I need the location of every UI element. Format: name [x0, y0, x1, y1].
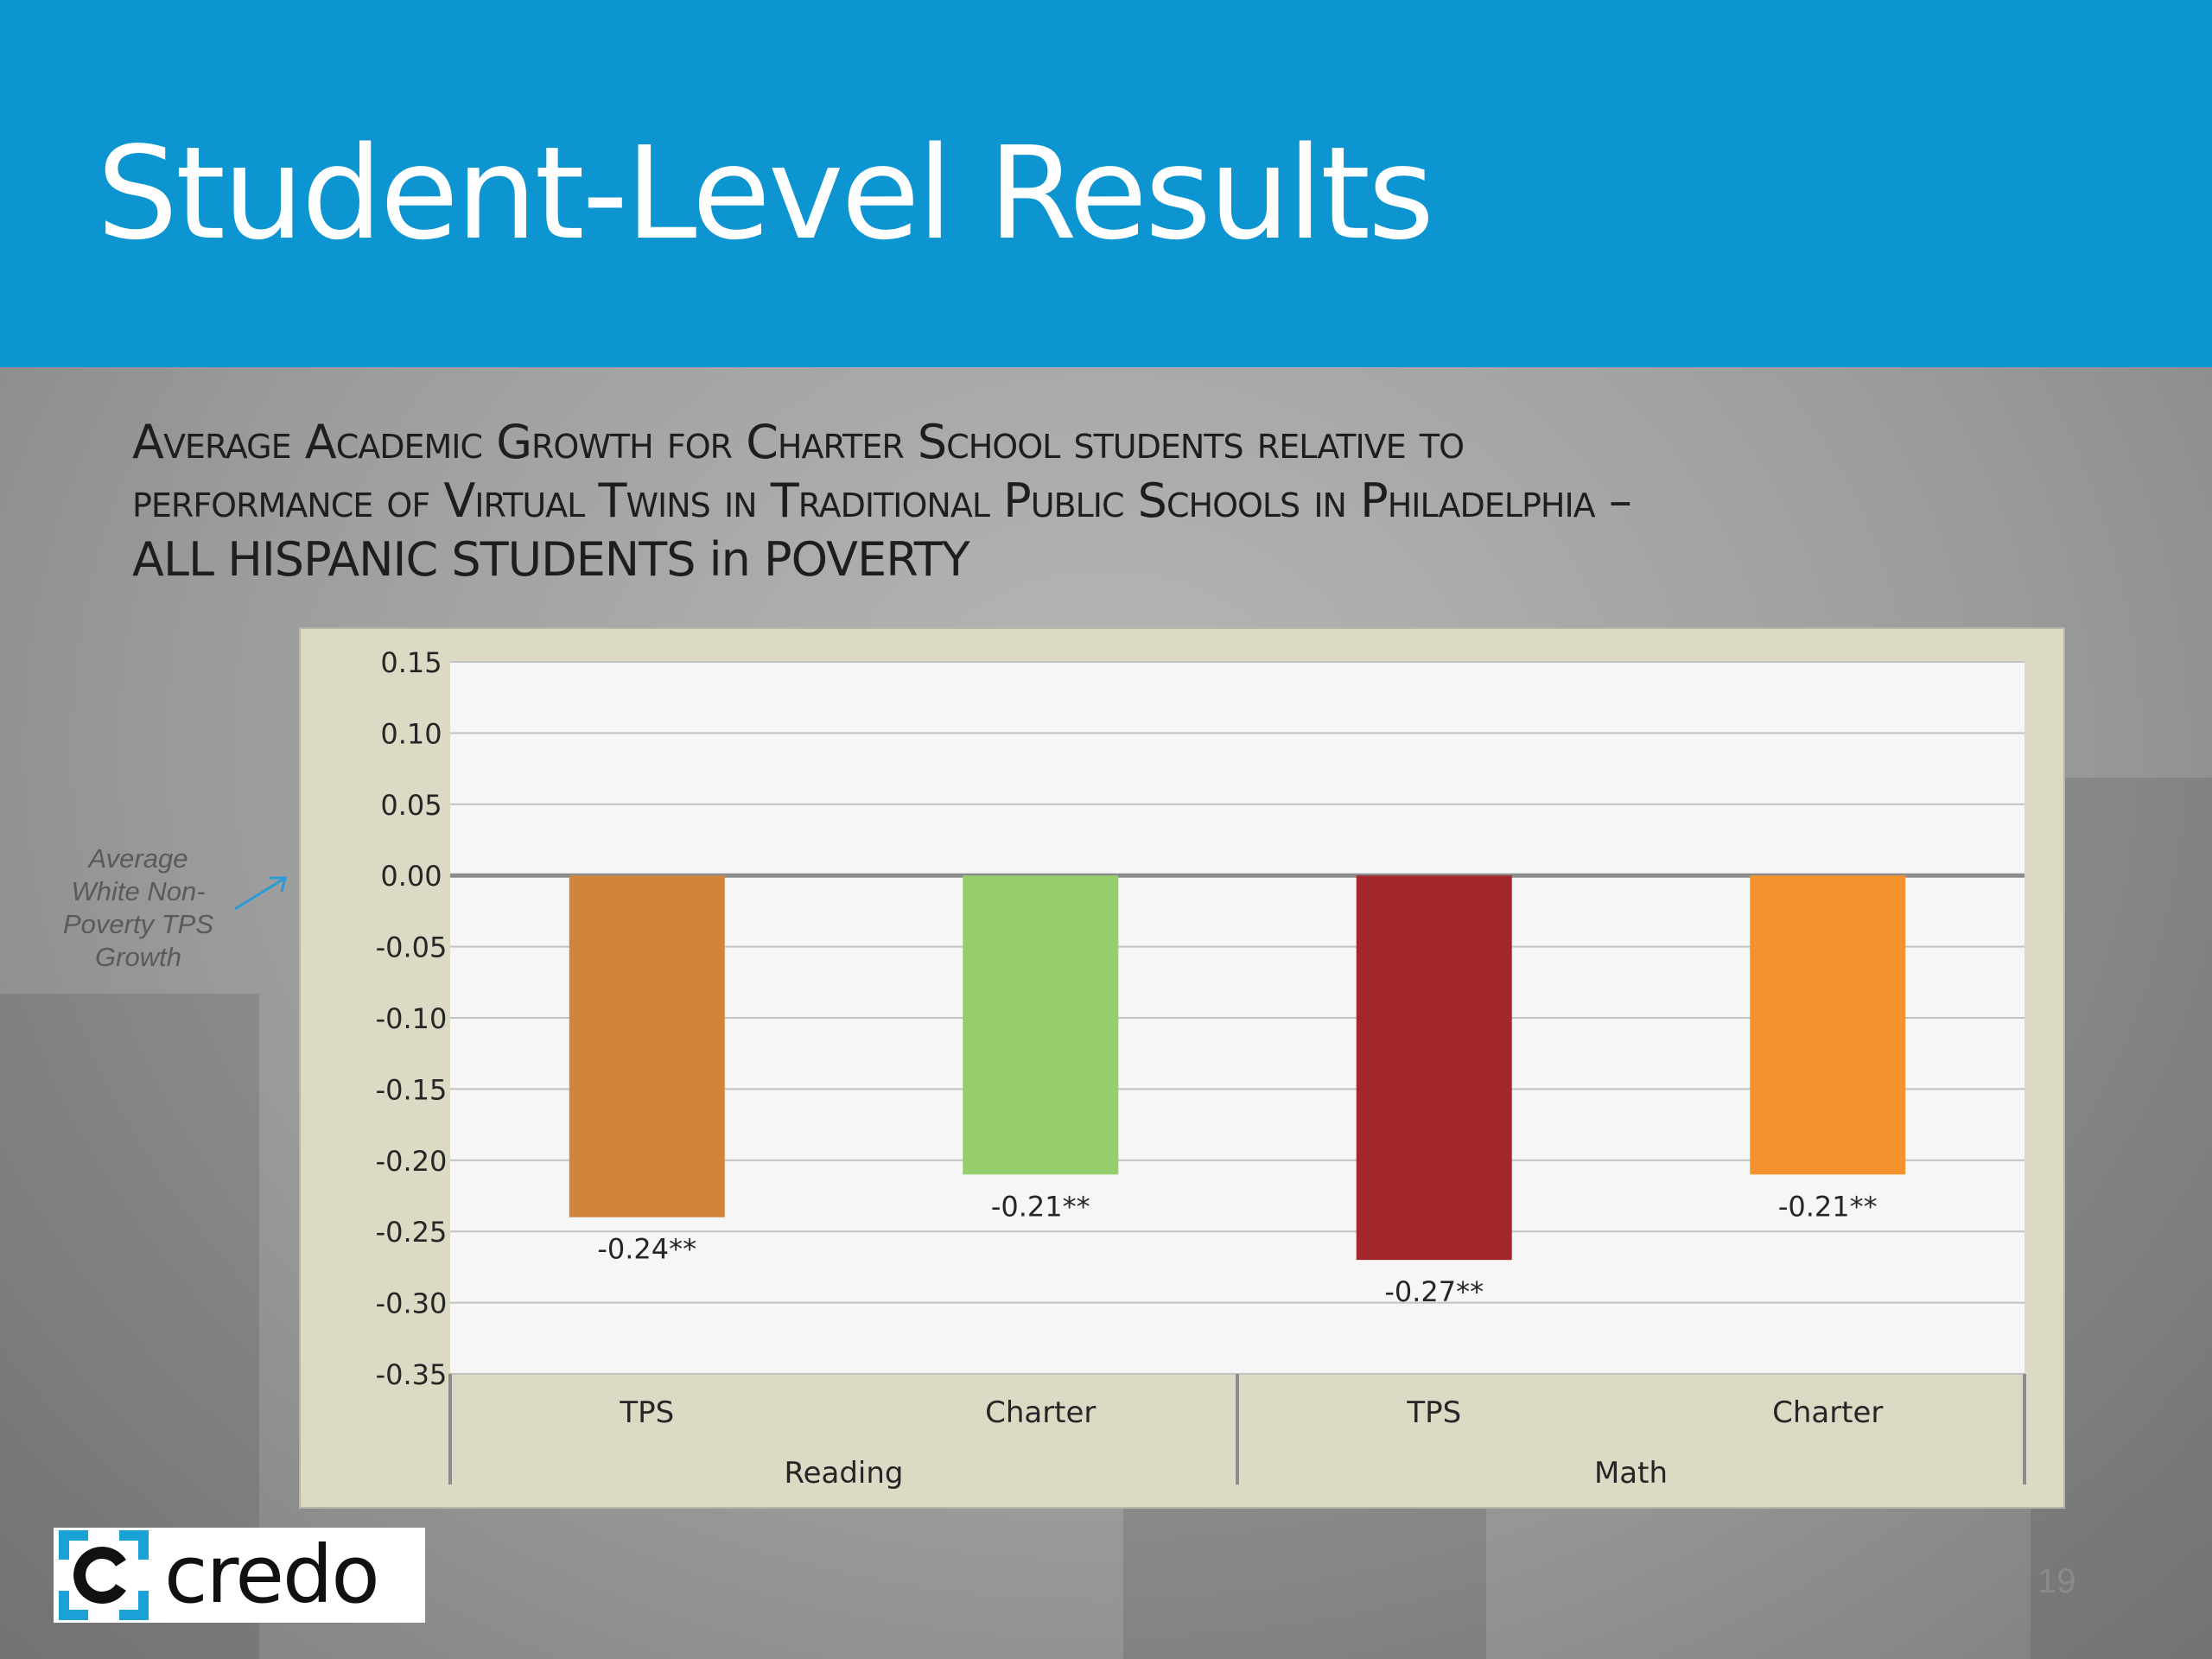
subtitle-line-1: Average Academic Growth for Charter Scho…	[132, 415, 1465, 469]
bar-charter	[963, 875, 1119, 1175]
data-label: -0.21**	[991, 1190, 1090, 1223]
x-category-label: Charter	[1772, 1395, 1883, 1430]
y-tick-label: -0.35	[376, 1358, 448, 1391]
data-label: -0.21**	[1778, 1190, 1878, 1223]
credo-bracket-icon	[59, 1530, 149, 1620]
y-tick-label: 0.00	[380, 860, 442, 893]
bar-tps	[1356, 875, 1512, 1261]
title-banner: Student-Level Results	[0, 0, 2212, 367]
annotation-arrow-icon	[234, 876, 287, 911]
bar-charter	[1750, 875, 1906, 1175]
y-tick-label: -0.15	[376, 1073, 448, 1106]
y-tick-label: 0.10	[380, 717, 442, 750]
page-number: 19	[2037, 1562, 2076, 1600]
y-tick-label: -0.25	[376, 1216, 448, 1249]
logo-wordmark: credo	[164, 1529, 380, 1621]
data-label: -0.24**	[597, 1233, 696, 1266]
baseline-annotation: Average White Non-Poverty TPS Growth	[63, 843, 213, 972]
y-tick-label: -0.20	[376, 1145, 448, 1178]
credo-logo: credo	[54, 1528, 425, 1623]
chart-frame: 0.15 0.10 0.05 0.00 -0.05 -0.10 -0.15 -0.20 -0.2…	[299, 627, 2065, 1509]
subtitle-line-3: ALL HISPANIC STUDENTS in POVERTY	[132, 532, 970, 587]
y-tick-label: 0.15	[380, 646, 442, 679]
data-label: -0.27**	[1384, 1275, 1484, 1308]
y-tick-label: -0.30	[376, 1287, 448, 1320]
subtitle-line-2: performance of Virtual Twins in Traditio…	[132, 474, 1632, 528]
x-category-label: TPS	[1406, 1395, 1461, 1430]
x-group-label: Reading	[784, 1456, 903, 1491]
x-group-label: Math	[1594, 1456, 1668, 1491]
x-category-label: TPS	[619, 1395, 674, 1430]
y-tick-label: -0.05	[376, 931, 448, 964]
y-tick-label: -0.10	[376, 1002, 448, 1035]
bar-chart: 0.15 0.10 0.05 0.00 -0.05 -0.10 -0.15 -0.20 -0.2…	[376, 646, 2026, 1491]
x-category-label: Charter	[985, 1395, 1096, 1430]
bar-tps	[569, 875, 725, 1217]
chart-subtitle: Average Academic Growth for Charter Scho…	[132, 413, 2094, 589]
page-title: Student-Level Results	[97, 119, 1434, 268]
y-tick-label: 0.05	[380, 789, 442, 822]
